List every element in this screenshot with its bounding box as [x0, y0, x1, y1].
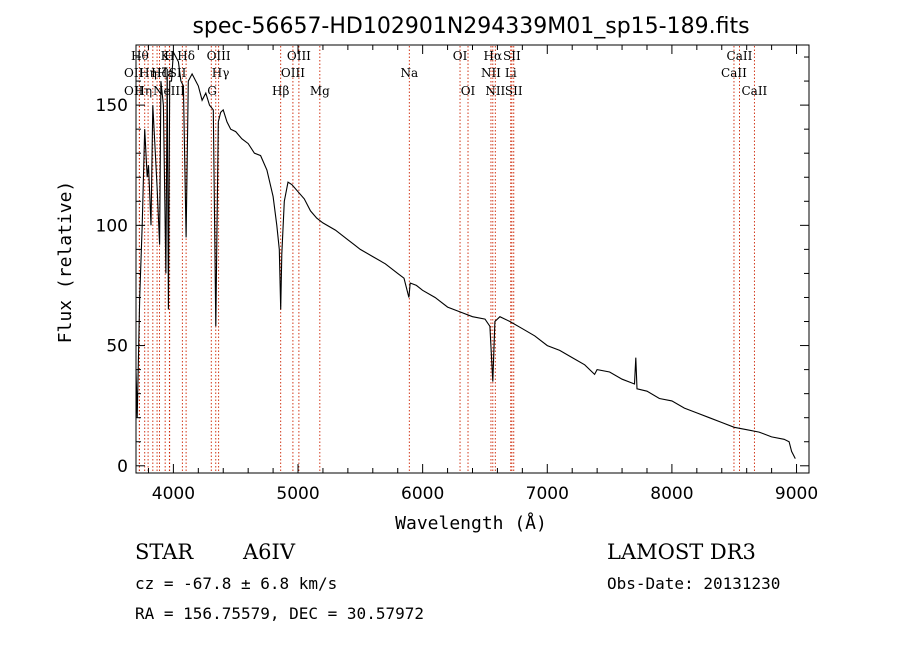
line-marker-label: Hβ [272, 84, 289, 98]
x-tick-label: 9000 [775, 484, 818, 504]
line-marker-label: OIII [207, 49, 231, 63]
line-marker-label: Mg [310, 84, 330, 98]
line-marker-label: CaII [721, 66, 747, 80]
y-axis-label: Flux (relative) [55, 181, 76, 344]
y-tick-label: 0 [117, 457, 128, 477]
obs-date: Obs-Date: 20131230 [607, 574, 781, 593]
line-marker-label: OI [461, 84, 476, 98]
line-marker-label: SII [505, 84, 523, 98]
line-marker-label: Hθ [131, 49, 149, 63]
line-marker-label: NII [481, 66, 501, 80]
coordinates: RA = 156.75579, DEC = 30.57972 [135, 604, 424, 623]
line-marker-label: SII [503, 49, 521, 63]
x-tick-label: 6000 [401, 484, 444, 504]
x-tick-label: 8000 [650, 484, 693, 504]
line-marker-label: Na [400, 66, 418, 80]
y-tick-label: 100 [96, 216, 128, 236]
line-marker-label: Li [505, 66, 517, 80]
line-marker-labels: OIIOIIHθHηHηNeIIIHζKHHεSIIHδGHγOIIIHβOII… [124, 49, 768, 98]
plot-frame [135, 44, 810, 474]
line-marker-label: CaII [727, 49, 753, 63]
survey-name: LAMOST DR3 [607, 540, 756, 564]
line-marker-label: SII [169, 66, 187, 80]
y-tick-label: 150 [96, 96, 128, 116]
line-marker-label: NII [485, 84, 505, 98]
line-marker-label: OII [124, 84, 144, 98]
y-tick-label: 50 [106, 337, 128, 357]
line-marker-label: Hη [134, 84, 152, 98]
x-axis-label: Wavelength (Å) [395, 512, 547, 534]
flux-series-line [135, 50, 796, 459]
line-marker-label: H [164, 49, 174, 63]
line-marker-label: Hδ [177, 49, 195, 63]
x-axis-ticks: 4000 5000 6000 7000 8000 9000 [147, 45, 818, 504]
line-marker-label: OIII [281, 66, 305, 80]
line-marker-label: CaII [741, 84, 767, 98]
line-marker-label: Hη [139, 66, 157, 80]
x-tick-label: 4000 [152, 484, 195, 504]
y-axis-ticks: 0 50 100 150 [96, 56, 809, 477]
line-markers [138, 46, 755, 472]
x-tick-label: 7000 [526, 484, 569, 504]
cz-velocity: cz = -67.8 ± 6.8 km/s [135, 574, 338, 593]
line-marker-label: OI [453, 49, 468, 63]
line-marker-label: Hα [484, 49, 503, 63]
line-marker-label: G [207, 84, 217, 98]
line-marker-label: OIII [287, 49, 311, 63]
object-subclass: A6IV [243, 540, 295, 564]
object-class: STAR [135, 540, 194, 564]
line-marker-label: Hγ [212, 66, 230, 80]
chart-title: spec-56657-HD102901N294339M01_sp15-189.f… [192, 14, 749, 39]
line-marker-label: Hε [157, 66, 174, 80]
line-marker-label: Hζ [151, 66, 168, 80]
line-marker-label: OII [124, 66, 144, 80]
x-tick-label: 5000 [276, 484, 319, 504]
line-marker-label: K [161, 49, 171, 63]
